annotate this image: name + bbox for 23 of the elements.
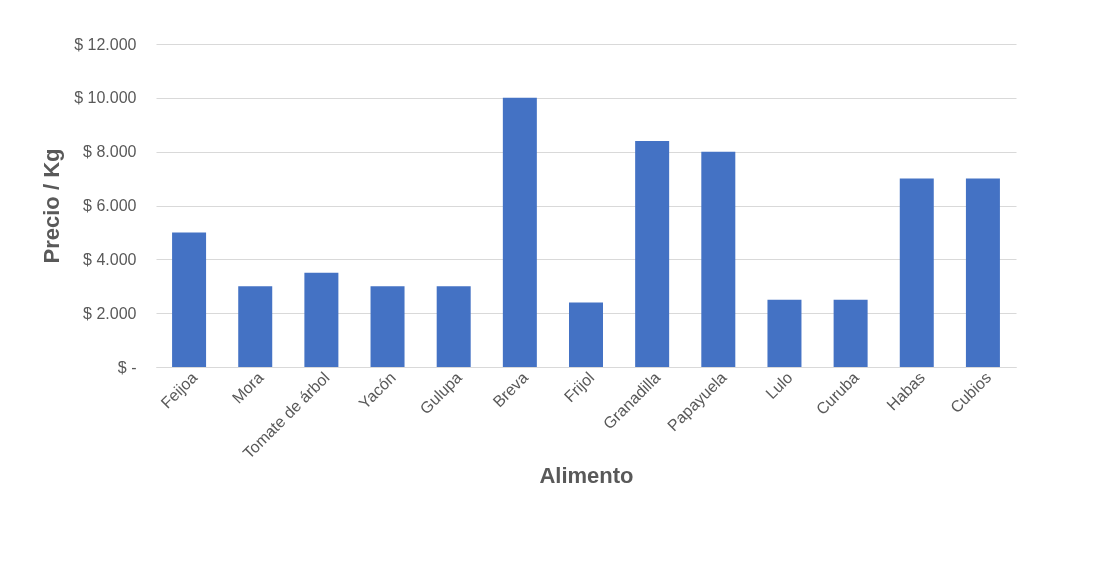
bar	[304, 272, 339, 367]
y-tick-label: $ 6.000	[83, 197, 137, 214]
bar	[569, 302, 603, 367]
y-tick-label: $ -	[117, 358, 137, 376]
x-tick-label: Lulo	[762, 368, 796, 403]
y-tick-label: $ 4.000	[83, 250, 137, 268]
bar	[502, 97, 537, 367]
bar	[701, 151, 736, 367]
y-tick-label: $ 8.000	[83, 143, 137, 161]
bar	[899, 178, 934, 367]
bar	[833, 299, 868, 367]
bar	[172, 232, 207, 367]
x-axis-title: Alimento	[539, 462, 634, 488]
bar	[965, 178, 1000, 367]
y-axis-title: Precio / Kg	[39, 148, 65, 264]
y-tick-label: $ 12.000	[74, 35, 137, 53]
bar	[370, 286, 405, 367]
y-tick-label: $ 2.000	[83, 304, 137, 322]
bar	[635, 140, 670, 367]
bar	[436, 286, 471, 367]
bar	[767, 299, 802, 367]
y-tick-label: $ 10.000	[74, 89, 137, 107]
bar	[238, 286, 273, 367]
